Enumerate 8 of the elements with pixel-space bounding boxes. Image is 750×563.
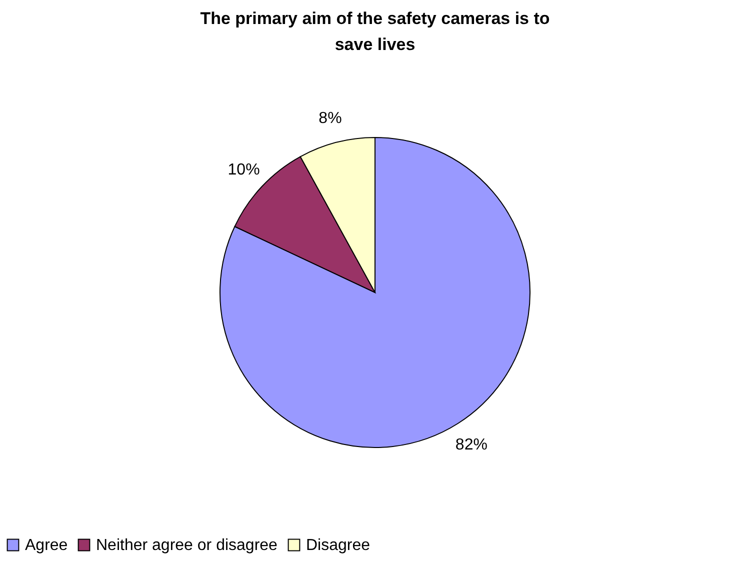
legend-label: Agree bbox=[25, 537, 68, 554]
pie-slice bbox=[220, 137, 530, 448]
chart-title: The primary aim of the safety cameras is to save lives bbox=[200, 9, 550, 54]
legend-label: Neither agree or disagree bbox=[96, 537, 278, 554]
legend-label: Disagree bbox=[306, 537, 370, 554]
data-label: 82% bbox=[455, 436, 488, 454]
data-label: 8% bbox=[318, 110, 342, 128]
data-label: 10% bbox=[228, 161, 260, 178]
